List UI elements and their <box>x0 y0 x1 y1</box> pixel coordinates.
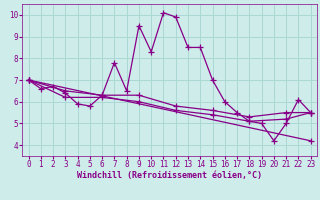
X-axis label: Windchill (Refroidissement éolien,°C): Windchill (Refroidissement éolien,°C) <box>77 171 262 180</box>
